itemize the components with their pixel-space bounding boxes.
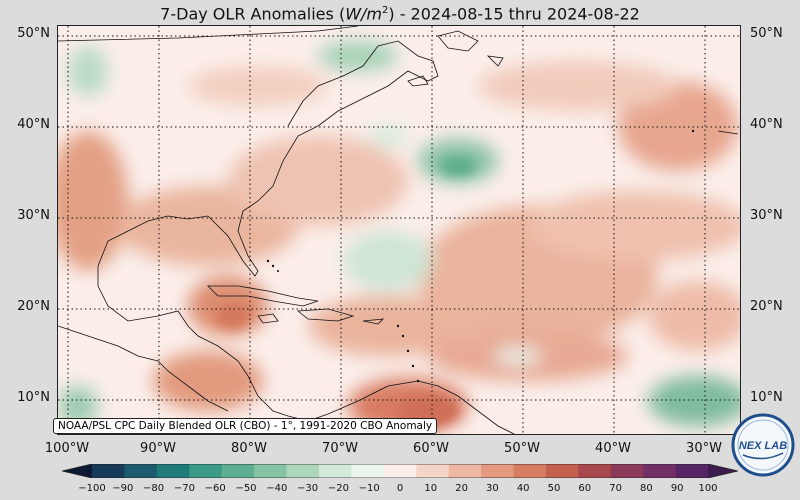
colorbar-segment	[286, 464, 320, 478]
colorbar-min-arrow	[62, 464, 92, 478]
colorbar-tick-label: −80	[143, 483, 165, 494]
coastlines	[58, 26, 739, 434]
nexlab-logo: NEX LAB	[731, 413, 795, 477]
title-unit-exponent: 2	[381, 5, 389, 16]
lat-label-30n-left: 30°N	[17, 208, 50, 223]
lon-label-40w: 40°W	[595, 441, 631, 456]
colorbar-segment	[189, 464, 223, 478]
lat-label-40n-left: 40°N	[17, 117, 50, 132]
colorbar-tick-label: −40	[266, 483, 288, 494]
small-islands	[266, 129, 695, 383]
colorbar	[62, 464, 738, 478]
colorbar-tick-label: −30	[297, 483, 319, 494]
colorbar-tick-label: 60	[578, 483, 592, 494]
title-unit: W/m	[345, 4, 382, 24]
lon-label-30w: 30°W	[686, 441, 722, 456]
colorbar-tick-label: −50	[235, 483, 257, 494]
colorbar-segment	[578, 464, 612, 478]
lat-label-50n-right: 50°N	[750, 26, 783, 41]
colorbar-tick-label: 50	[547, 483, 561, 494]
lat-label-20n-left: 20°N	[17, 299, 50, 314]
map-title: 7-Day OLR Anomalies (W/m2) - 2024-08-15 …	[0, 0, 800, 25]
colorbar-tick-label: 20	[455, 483, 468, 494]
olr-anomaly-map	[57, 25, 741, 435]
lon-label-90w: 90°W	[140, 441, 176, 456]
colorbar-tick-label: −60	[204, 483, 226, 494]
colorbar-segment	[92, 464, 125, 478]
lat-label-10n-left: 10°N	[17, 390, 50, 405]
colorbar-segment	[481, 464, 514, 478]
lat-label-40n-right: 40°N	[750, 117, 783, 132]
colorbar-tick-label: 100	[698, 483, 718, 494]
colorbar-tick-label: 70	[609, 483, 622, 494]
colorbar-segment	[610, 464, 644, 478]
colorbar-tick-label: 80	[640, 483, 653, 494]
lon-label-80w: 80°W	[231, 441, 267, 456]
colorbar-segment	[318, 464, 352, 478]
colorbar-segments	[62, 464, 738, 478]
colorbar-tick-label: −20	[327, 483, 349, 494]
lon-label-50w: 50°W	[504, 441, 540, 456]
colorbar-tick-label: −10	[358, 483, 380, 494]
colorbar-segment	[156, 464, 190, 478]
colorbar-segment	[124, 464, 158, 478]
title-prefix: 7-Day OLR Anomalies (	[160, 4, 346, 24]
colorbar-segment	[545, 464, 579, 478]
colorbar-segment	[221, 464, 255, 478]
colorbar-tick-label: 40	[516, 483, 530, 494]
data-source-note: NOAA/PSL CPC Daily Blended OLR (CBO) - 1…	[53, 418, 438, 434]
colorbar-tick-label: 90	[670, 483, 684, 494]
logo-text: NEX LAB	[739, 440, 787, 452]
colorbar-tick-label: 10	[424, 483, 438, 494]
colorbar-segment	[513, 464, 547, 478]
lat-label-50n-left: 50°N	[17, 26, 50, 41]
colorbar-segment	[351, 464, 385, 478]
lat-label-30n-right: 30°N	[750, 208, 783, 223]
lon-label-70w: 70°W	[322, 441, 358, 456]
colorbar-tick-label: 0	[396, 483, 404, 494]
title-suffix: ) - 2024-08-15 thru 2024-08-22	[388, 4, 640, 24]
colorbar-tick-label: −70	[173, 483, 195, 494]
lon-label-100w: 100°W	[44, 441, 90, 456]
colorbar-segment	[254, 464, 288, 478]
map-canvas	[58, 26, 740, 434]
lon-label-60w: 60°W	[413, 441, 449, 456]
colorbar-tick-label: −100	[78, 483, 106, 494]
colorbar-tick-label: −90	[112, 483, 134, 494]
graticule	[58, 26, 740, 434]
colorbar-segment	[383, 464, 417, 478]
colorbar-segment	[448, 464, 482, 478]
colorbar-segment	[643, 464, 677, 478]
lat-label-10n-right: 10°N	[750, 390, 783, 405]
lat-label-20n-right: 20°N	[750, 299, 783, 314]
colorbar-segment	[416, 464, 450, 478]
colorbar-tick-label: 30	[486, 483, 499, 494]
colorbar-max-arrow	[708, 464, 738, 478]
colorbar-segment	[675, 464, 709, 478]
anomaly-field	[58, 41, 740, 434]
